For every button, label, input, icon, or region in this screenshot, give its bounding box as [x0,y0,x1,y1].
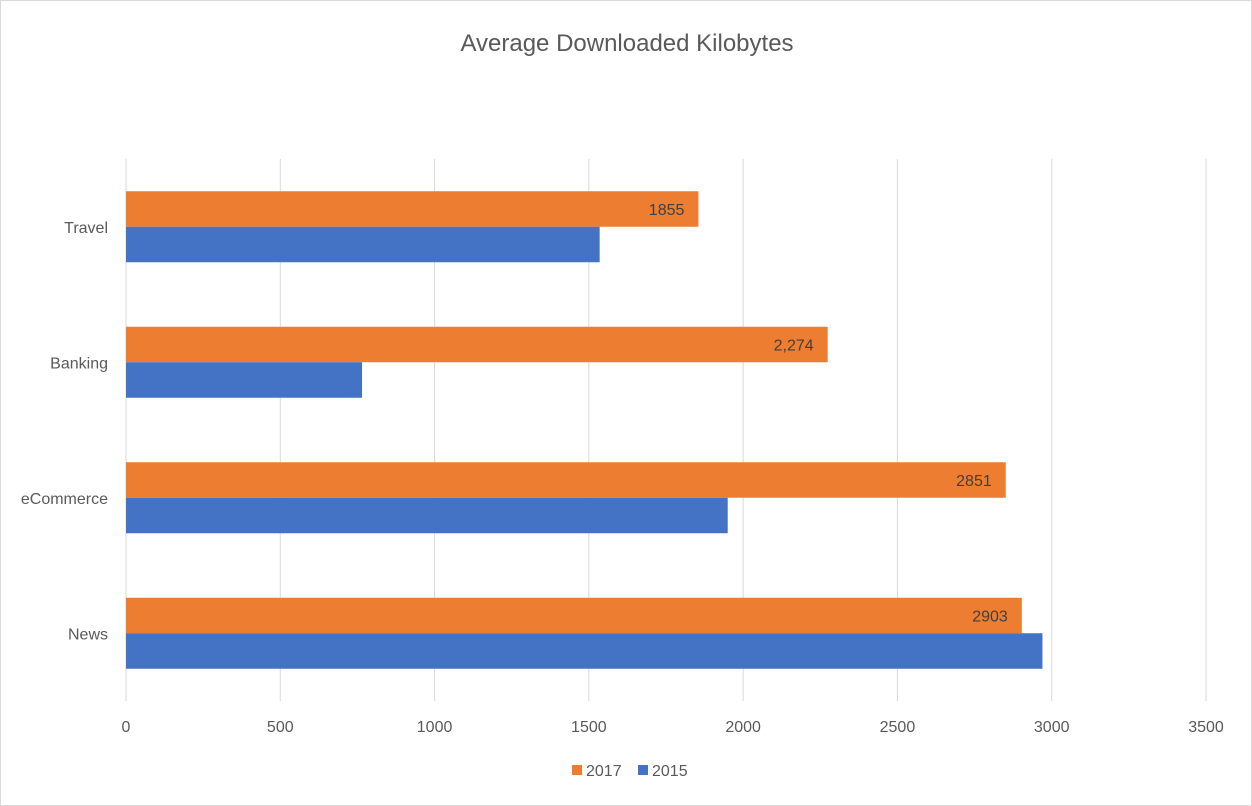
bar-2015-banking [126,362,363,398]
legend: 2017 2015 [572,763,688,780]
x-tick-label: 1000 [417,719,453,736]
data-label-2017-ecommerce: 2851 [956,473,992,490]
category-label-news: News [68,626,108,643]
data-label-2017-news: 2903 [972,609,1008,626]
x-tick-label: 2500 [880,719,916,736]
bar-2015-ecommerce [126,497,728,534]
bar-2017-ecommerce [126,462,1006,498]
x-tick-label: 500 [267,719,294,736]
data-labels: 1855 2,274 2851 2903 [649,202,1008,626]
y-axis-category-labels: Travel Banking eCommerce News [21,220,108,644]
bar-2017-travel [126,191,699,227]
legend-label-2017: 2017 [586,763,622,780]
x-tick-label: 2000 [725,719,761,736]
data-label-2017-travel: 1855 [649,202,685,219]
bar-2015-news [126,633,1043,669]
bar-2017-banking [126,326,828,363]
x-axis-tick-labels: 0 500 1000 1500 2000 2500 3000 3500 [122,719,1224,736]
x-tick-label: 3000 [1034,719,1070,736]
legend-swatch-2017 [572,765,582,775]
category-label-travel: Travel [64,220,108,237]
data-label-2017-banking: 2,274 [774,338,814,355]
x-tick-label: 3500 [1188,719,1224,736]
category-label-ecommerce: eCommerce [21,491,108,508]
bar-2017-news [126,597,1022,634]
legend-swatch-2015 [638,765,648,775]
category-label-banking: Banking [50,355,108,372]
x-tick-label: 0 [122,719,131,736]
bar-2015-travel [126,226,600,263]
x-tick-label: 1500 [571,719,607,736]
chart-title: Average Downloaded Kilobytes [460,30,793,57]
legend-label-2015: 2015 [652,763,688,780]
bars [126,191,1043,669]
